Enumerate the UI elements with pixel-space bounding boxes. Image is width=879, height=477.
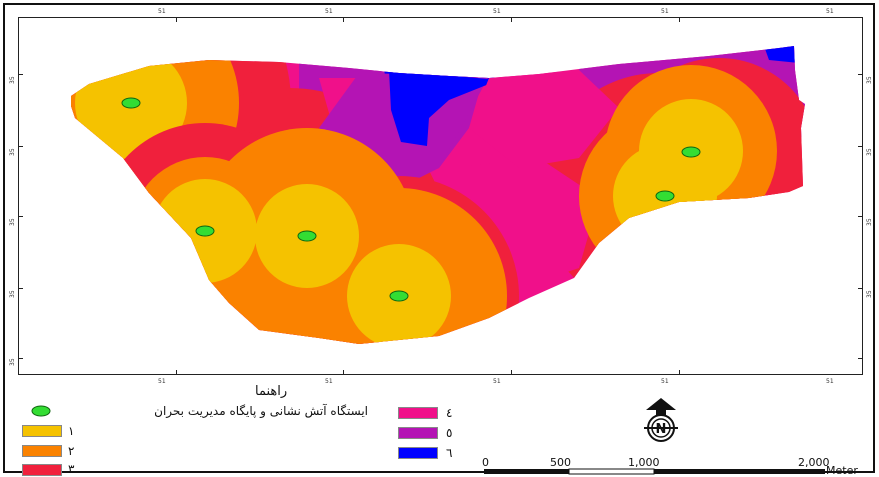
fire-station-marker[interactable] — [655, 190, 675, 202]
suitability-map — [71, 46, 805, 344]
graticule-tick — [343, 370, 344, 375]
graticule-tick — [858, 74, 863, 75]
legend-label-zone-3: ٣ — [68, 462, 75, 476]
legend-swatch-zone-3 — [22, 464, 62, 476]
graticule-tick — [858, 146, 863, 147]
zone-6-area-ne — [764, 46, 799, 63]
fire-station-marker[interactable] — [389, 290, 409, 302]
graticule-label-bottom: 51 — [493, 378, 501, 385]
north-letter: N — [656, 422, 667, 437]
graticule-label-left: 35 — [9, 290, 16, 298]
graticule-tick — [858, 288, 863, 289]
graticule-tick — [858, 358, 863, 359]
scale-tick-500: 500 — [550, 456, 571, 469]
graticule-tick — [679, 370, 680, 375]
graticule-label-left: 35 — [9, 148, 16, 156]
graticule-tick — [679, 17, 680, 22]
graticule-tick — [18, 288, 23, 289]
graticule-label-left: 35 — [9, 76, 16, 84]
graticule-tick — [176, 17, 177, 22]
legend-swatch-zone-6 — [398, 447, 438, 459]
fire-station-marker[interactable] — [297, 230, 317, 242]
legend-panel: راهنما ایستگاه آتش نشانی و پایگاه مدیریت… — [0, 378, 879, 477]
legend-title: راهنما — [255, 384, 288, 399]
fire-station-marker[interactable] — [121, 97, 141, 109]
graticule-tick — [18, 74, 23, 75]
graticule-tick — [511, 17, 512, 22]
graticule-label-bottom: 51 — [158, 378, 166, 385]
legend-label-zone-1: ١ — [68, 424, 75, 438]
graticule-tick — [18, 358, 23, 359]
graticule-tick — [511, 370, 512, 375]
scale-bar — [484, 468, 825, 475]
map-panel — [18, 17, 863, 375]
graticule-label-top: 51 — [158, 8, 166, 15]
legend-label-zone-5: ٥ — [446, 426, 453, 440]
zone-6-patch — [389, 70, 499, 146]
graticule-label-bottom: 51 — [661, 378, 669, 385]
legend-swatch-zone-1 — [22, 425, 62, 437]
zone-4-patch — [469, 70, 619, 168]
legend-label-zone-4: ٤ — [446, 406, 453, 420]
graticule-label-top: 51 — [493, 8, 501, 15]
graticule-label-right: 35 — [866, 290, 873, 298]
graticule-label-top: 51 — [661, 8, 669, 15]
scale-tick-1000: 1,000 — [628, 456, 660, 469]
graticule-tick — [858, 216, 863, 217]
graticule-tick — [343, 17, 344, 22]
graticule-label-right: 35 — [866, 76, 873, 84]
legend-label-zone-2: ٢ — [68, 444, 75, 458]
graticule-label-left: 35 — [9, 218, 16, 226]
north-arrow-icon: N — [644, 398, 678, 442]
scale-tick-0: 0 — [482, 456, 489, 469]
fire-stations — [121, 97, 701, 302]
graticule-label-left: 35 — [9, 358, 16, 366]
legend-swatch-zone-4 — [398, 407, 438, 419]
graticule-tick — [18, 146, 23, 147]
graticule-tick — [18, 216, 23, 217]
legend-swatch-zone-2 — [22, 445, 62, 457]
fire-station-marker[interactable] — [195, 225, 215, 237]
graticule-label-right: 35 — [866, 148, 873, 156]
legend-swatch-zone-5 — [398, 427, 438, 439]
graticule-label-bottom: 51 — [826, 378, 834, 385]
scale-tick-2000: 2,000 — [798, 456, 830, 469]
fire-station-legend-symbol — [31, 405, 51, 417]
fire-station-marker[interactable] — [681, 146, 701, 158]
graticule-label-top: 51 — [826, 8, 834, 15]
scale-unit: Meter — [826, 464, 858, 477]
graticule-label-right: 35 — [866, 218, 873, 226]
graticule-tick — [176, 370, 177, 375]
graticule-label-bottom: 51 — [325, 378, 333, 385]
legend-label-zone-6: ٦ — [446, 446, 453, 460]
graticule-label-top: 51 — [325, 8, 333, 15]
fire-station-legend-label: ایستگاه آتش نشانی و پایگاه مدیریت بحران — [154, 404, 368, 418]
